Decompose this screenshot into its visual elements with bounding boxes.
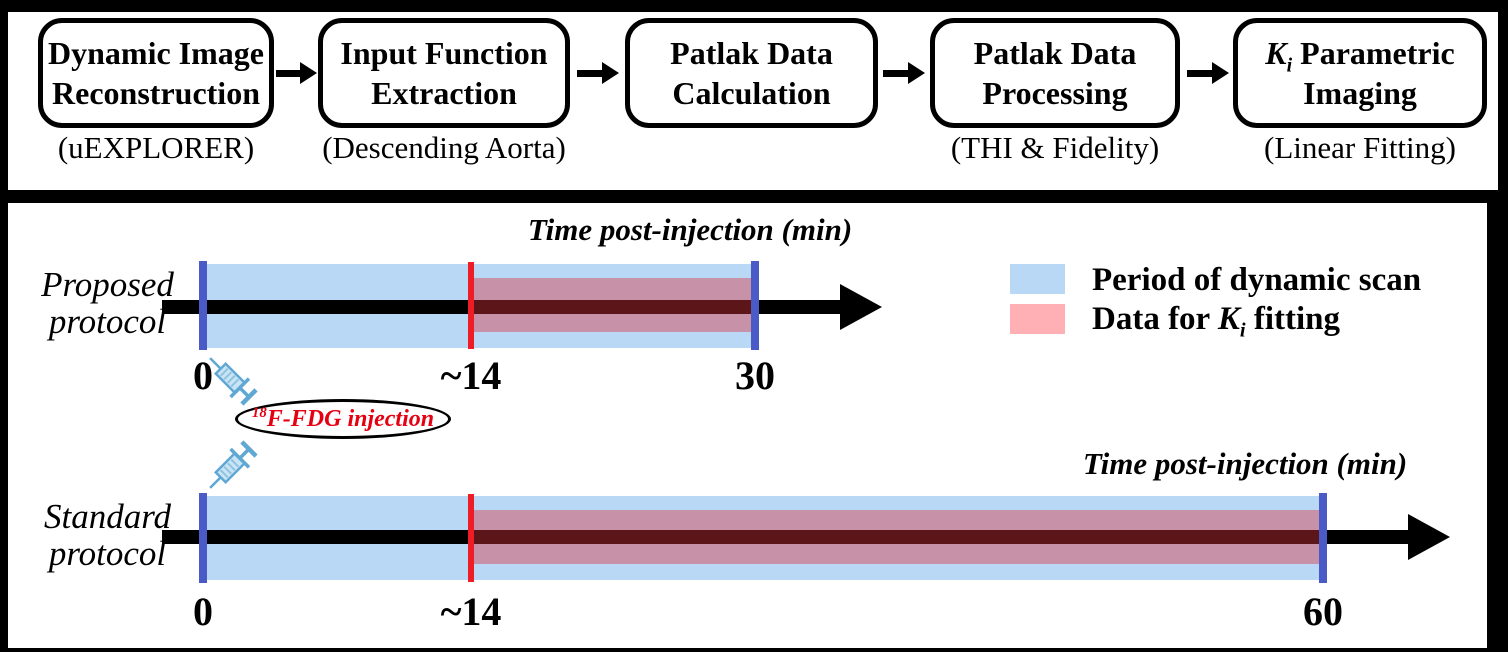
flow-step-title-line: Processing: [982, 75, 1128, 111]
flow-arrowhead-icon: [300, 62, 317, 84]
flow-arrow: [883, 70, 908, 77]
flow-step-input-function-extraction: Input Function Extraction: [318, 18, 570, 128]
standard-tick-label-start: 0: [193, 589, 213, 634]
proposed-protocol-label: Proposed protocol: [41, 265, 174, 342]
syringe-icon: [209, 357, 258, 406]
ki-symbol: K: [1217, 301, 1240, 337]
flow-step-title-line: Patlak Data: [973, 35, 1137, 71]
flow-step-patlak-data-processing: Patlak Data Processing: [930, 18, 1180, 128]
flow-step-caption: (uEXPLORER): [57, 130, 255, 165]
injection-callout: 18F-FDG injection: [235, 399, 451, 439]
flow-arrow: [577, 70, 602, 77]
flow-step-caption: (Linear Fitting): [1264, 130, 1456, 165]
flowchart-panel: Dynamic Image Reconstruction (uEXPLORER)…: [8, 12, 1498, 190]
flow-step-title-line: Patlak Data: [670, 35, 833, 71]
flow-step-title-line: Imaging: [1303, 75, 1417, 111]
proposed-fit-start-tick: [468, 262, 474, 349]
injection-label: 18F-FDG injection: [251, 404, 435, 432]
proposed-axis-title: Time post-injection (min): [527, 212, 853, 247]
protocol-timelines-panel: Time post-injection (min) Proposed proto…: [8, 203, 1487, 648]
flow-step-title-line: Ki Parametric: [1265, 35, 1455, 77]
ki-subscript: i: [1239, 319, 1246, 342]
proposed-fit-data-band: [471, 278, 755, 332]
proposed-tick-label-fit-start: ~14: [440, 353, 502, 398]
ki-subscript: i: [1286, 54, 1293, 77]
proposed-start-tick: [199, 261, 207, 350]
flow-step-patlak-data-calculation: Patlak Data Calculation: [625, 18, 878, 128]
standard-axis-arrowhead-icon: [1408, 514, 1450, 560]
standard-tick-label-fit-start: ~14: [440, 589, 502, 634]
flow-step-title-line: Calculation: [672, 75, 831, 111]
proposed-end-tick: [751, 261, 759, 350]
flow-arrow: [276, 70, 300, 77]
flow-step-title-line: Dynamic Image: [48, 35, 264, 71]
standard-protocol-label: Standard protocol: [43, 497, 172, 574]
flow-step-caption: (THI & Fidelity): [950, 130, 1160, 165]
standard-axis-title: Time post-injection (min): [1082, 446, 1408, 481]
standard-fit-start-tick: [468, 494, 474, 582]
proposed-tick-label-start: 0: [193, 353, 213, 398]
flow-arrowhead-icon: [1212, 62, 1229, 84]
proposed-tick-label-end: 30: [735, 353, 775, 398]
flow-step-title-line: Extraction: [371, 75, 517, 111]
flow-step-caption: (Descending Aorta): [322, 130, 566, 165]
standard-tick-label-end: 60: [1303, 589, 1343, 634]
legend-fit-swatch: [1010, 304, 1065, 334]
flow-arrow: [1187, 70, 1212, 77]
flow-arrowhead-icon: [908, 62, 925, 84]
flow-arrowhead-icon: [602, 62, 619, 84]
syringe-icon: [209, 440, 258, 489]
flow-step-dynamic-image-reconstruction: Dynamic Image Reconstruction: [38, 18, 274, 128]
flow-step-title-line: Input Function: [340, 35, 548, 71]
flow-step-ki-parametric-imaging: Ki Parametric Imaging: [1233, 18, 1487, 128]
legend-scan-label: Period of dynamic scan: [1092, 262, 1422, 298]
proposed-axis-arrowhead-icon: [840, 284, 882, 330]
standard-end-tick: [1319, 493, 1327, 583]
legend-fit-label: Data for Ki fitting: [1092, 301, 1340, 342]
flow-step-title-line: Reconstruction: [52, 75, 260, 111]
standard-fit-data-band: [471, 510, 1323, 564]
legend-scan-swatch: [1010, 264, 1065, 294]
ki-symbol: K: [1265, 35, 1287, 71]
standard-start-tick: [199, 493, 207, 583]
proposed-time-axis: [162, 300, 840, 314]
